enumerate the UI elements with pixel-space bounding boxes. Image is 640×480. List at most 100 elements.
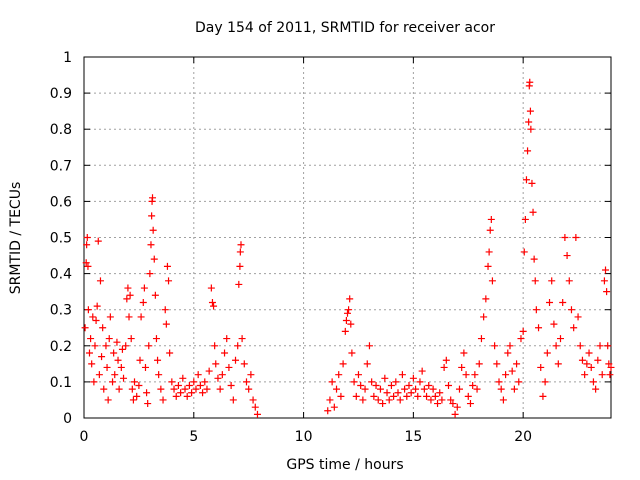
data-point <box>370 392 378 400</box>
data-point <box>469 382 477 390</box>
data-point <box>128 385 136 393</box>
data-point <box>539 392 547 400</box>
data-point <box>535 324 543 332</box>
data-point <box>177 389 185 397</box>
data-point <box>151 291 159 299</box>
data-point <box>168 378 176 386</box>
data-point <box>251 403 259 411</box>
data-point <box>418 367 426 375</box>
data-point <box>405 382 413 390</box>
data-point <box>245 385 253 393</box>
data-point <box>87 335 95 343</box>
data-point <box>374 396 382 404</box>
data-point <box>583 360 591 368</box>
data-point <box>81 324 89 332</box>
data-point <box>83 241 91 249</box>
data-point <box>236 262 244 270</box>
data-point <box>420 385 428 393</box>
data-point <box>103 363 111 371</box>
data-point <box>359 396 367 404</box>
data-point <box>572 234 580 241</box>
data-point <box>368 378 376 386</box>
data-point <box>335 371 343 379</box>
data-point <box>563 252 571 260</box>
data-point <box>475 360 483 368</box>
data-point <box>113 338 121 346</box>
data-point <box>90 378 98 386</box>
data-point <box>604 342 612 350</box>
data-point <box>192 385 200 393</box>
data-point <box>462 371 470 379</box>
data-point <box>361 385 369 393</box>
data-point <box>216 385 224 393</box>
data-point <box>102 342 110 350</box>
data-point <box>99 324 107 332</box>
data-point <box>447 396 455 404</box>
data-point <box>394 389 402 397</box>
data-point <box>585 349 593 357</box>
data-point <box>106 313 114 321</box>
data-point <box>541 378 549 386</box>
tick-labels: 00.10.20.30.40.50.60.70.80.910 5 10 15 20 <box>50 50 532 445</box>
data-point <box>606 371 614 379</box>
data-point <box>445 382 453 390</box>
y-tick-label: 0.5 <box>50 231 72 247</box>
y-tick-label: 0 <box>63 411 72 427</box>
data-point <box>502 371 510 379</box>
data-point <box>109 378 117 386</box>
data-point <box>345 306 353 314</box>
data-point <box>429 385 437 393</box>
data-point <box>194 371 202 379</box>
data-point <box>339 360 347 368</box>
data-point <box>403 392 411 400</box>
data-point <box>546 298 554 306</box>
data-point <box>592 385 600 393</box>
data-point <box>524 147 532 155</box>
data-point <box>352 392 360 400</box>
data-point <box>344 309 351 317</box>
data-point <box>578 356 586 364</box>
data-point <box>85 349 93 357</box>
data-point <box>126 291 134 299</box>
data-point <box>199 389 207 397</box>
data-point <box>491 342 499 350</box>
data-point <box>486 226 494 234</box>
data-point <box>484 262 492 270</box>
data-point <box>525 118 533 126</box>
data-point <box>150 255 158 263</box>
data-point <box>89 313 97 321</box>
data-point <box>532 306 540 314</box>
data-point <box>235 280 243 288</box>
data-point <box>363 360 371 368</box>
data-point <box>201 378 209 386</box>
data-point <box>240 360 248 368</box>
data-point <box>379 400 387 408</box>
data-point <box>154 356 162 364</box>
data-point <box>124 284 132 292</box>
data-point <box>227 382 235 390</box>
data-point <box>449 400 457 408</box>
data-point <box>149 194 157 202</box>
data-point <box>205 367 213 375</box>
data-point <box>581 371 589 379</box>
data-point <box>214 374 222 382</box>
data-point <box>330 403 338 411</box>
data-point <box>589 378 597 386</box>
data-point <box>466 400 474 408</box>
x-tick-label: 0 <box>80 429 89 445</box>
data-point <box>477 335 485 343</box>
data-point <box>561 234 569 241</box>
data-point <box>179 374 187 382</box>
data-point <box>159 396 167 404</box>
data-point <box>455 385 463 393</box>
data-point <box>442 356 450 364</box>
data-point <box>146 270 154 278</box>
data-point <box>96 277 104 285</box>
data-point <box>354 371 362 379</box>
data-point <box>324 407 332 415</box>
data-point <box>574 313 582 321</box>
data-point <box>515 378 523 386</box>
data-point <box>144 400 152 408</box>
data-point <box>409 374 417 382</box>
data-point <box>232 356 240 364</box>
